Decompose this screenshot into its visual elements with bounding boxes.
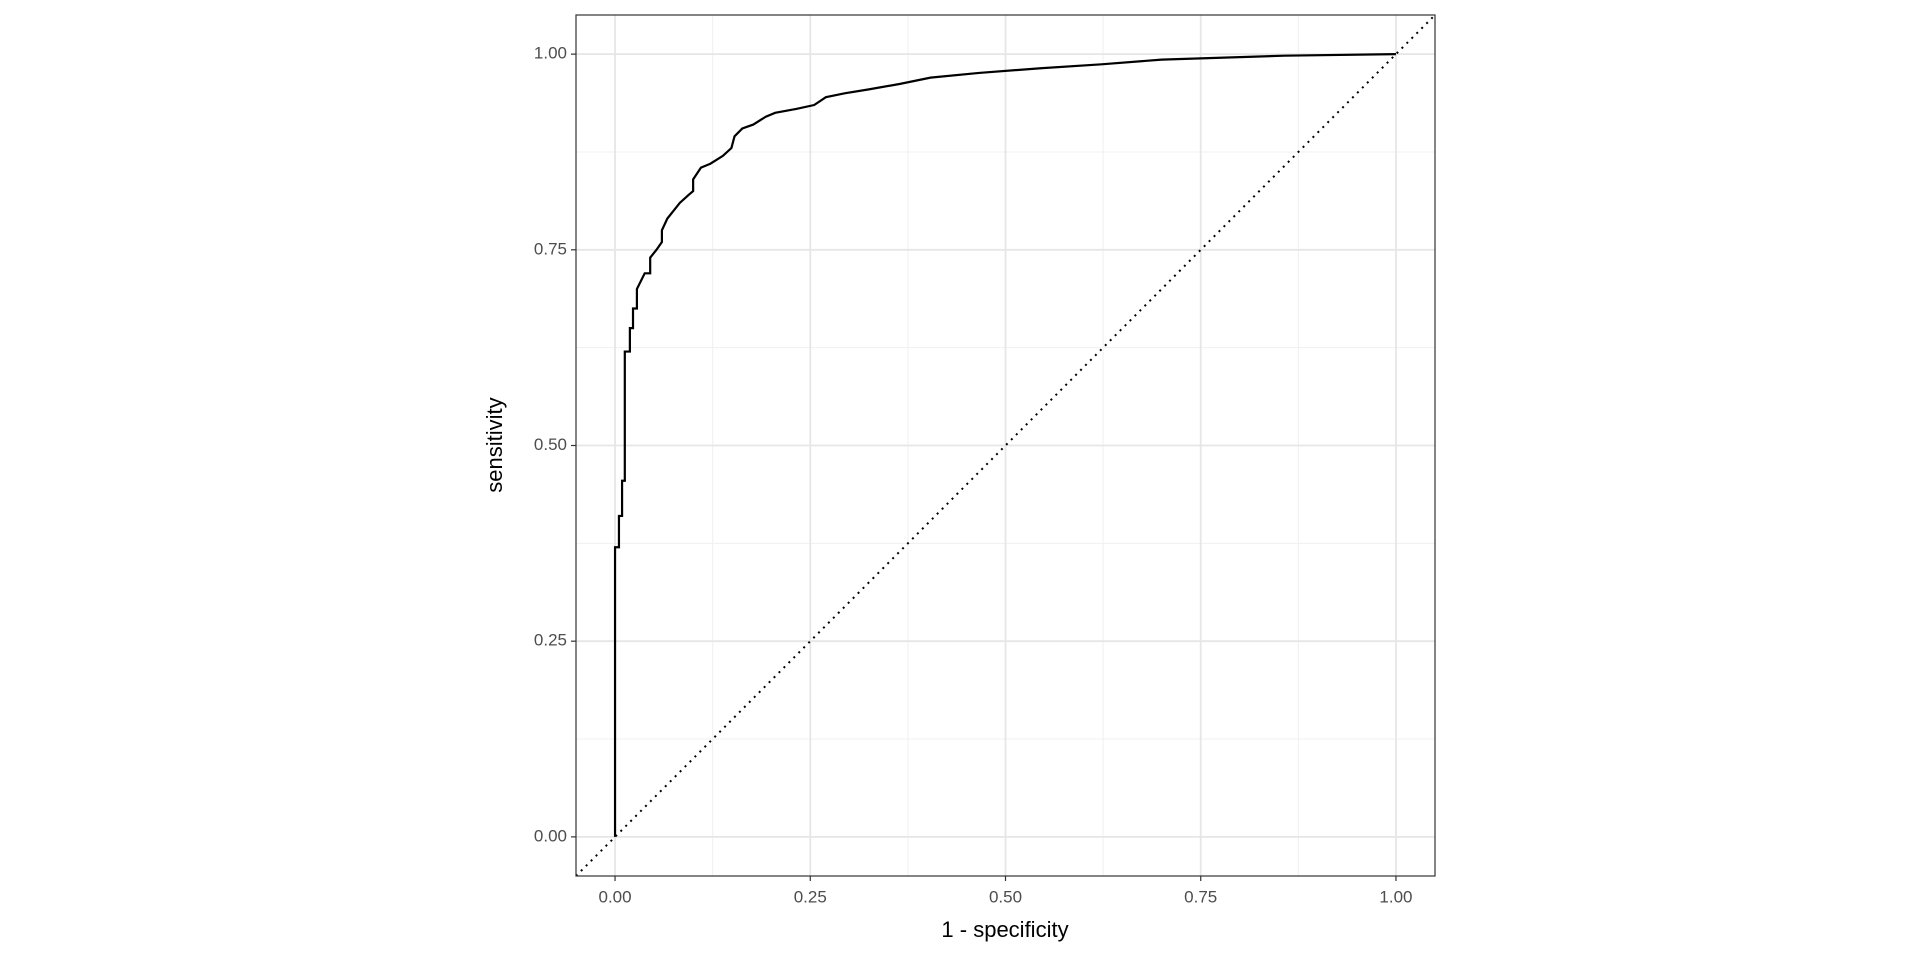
x-tick-label: 0.75	[1184, 887, 1217, 906]
x-tick-label: 0.25	[794, 887, 827, 906]
x-axis-title: 1 - specificity	[941, 917, 1068, 942]
x-tick-label: 1.00	[1379, 887, 1412, 906]
x-tick-label: 0.00	[598, 887, 631, 906]
y-tick-label: 1.00	[534, 44, 567, 63]
roc-curve	[613, 53, 1396, 837]
y-tick-label: 0.00	[534, 826, 567, 845]
y-tick-label: 0.25	[534, 631, 567, 650]
y-tick-label: 0.75	[534, 239, 567, 258]
y-tick-label: 0.50	[534, 435, 567, 454]
x-tick-label: 0.50	[989, 887, 1022, 906]
panel-border	[575, 14, 1436, 877]
y-axis-title: sensitivity	[482, 397, 507, 492]
